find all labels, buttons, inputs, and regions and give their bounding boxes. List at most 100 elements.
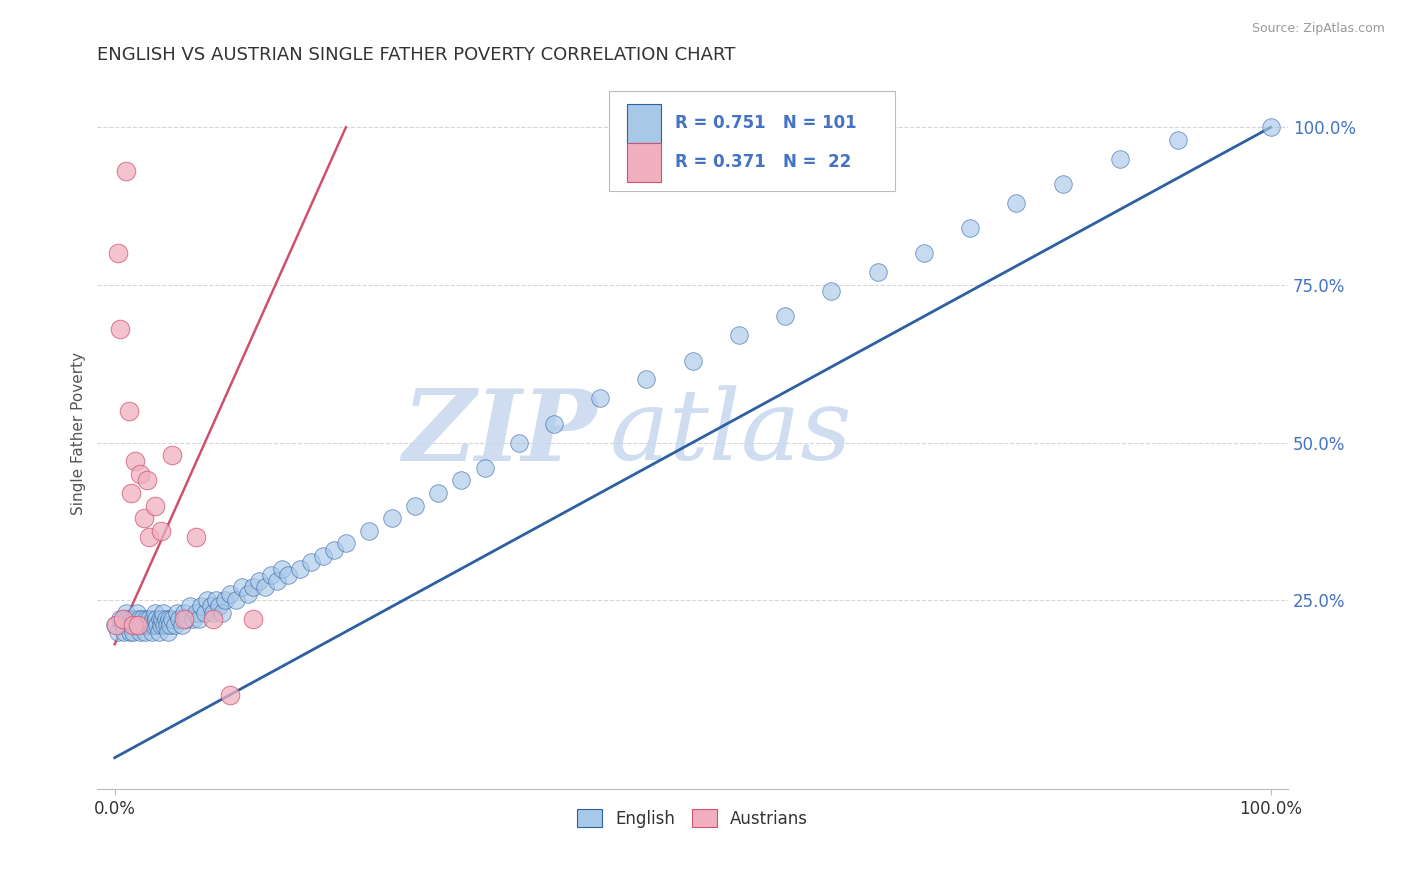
FancyBboxPatch shape [627, 143, 661, 182]
Text: R = 0.371   N =  22: R = 0.371 N = 22 [675, 153, 851, 171]
Point [124, 618, 146, 632]
Point [357, 524, 380, 538]
Point [104, 618, 127, 632]
Point [125, 606, 148, 620]
Point [1052, 177, 1074, 191]
Point [127, 618, 149, 632]
Point [152, 606, 174, 620]
Point [912, 246, 935, 260]
Point [236, 587, 259, 601]
Point [149, 524, 172, 538]
Point [142, 612, 165, 626]
Point [773, 310, 796, 324]
Point [107, 246, 129, 260]
Point [299, 555, 322, 569]
Point [129, 624, 152, 639]
Point [143, 499, 166, 513]
Point [201, 612, 224, 626]
Point [173, 612, 195, 626]
Point [132, 511, 155, 525]
Point [176, 612, 198, 626]
Point [118, 624, 141, 639]
Point [139, 618, 162, 632]
Point [190, 599, 212, 614]
Point [129, 618, 152, 632]
Point [169, 612, 191, 626]
Point [155, 612, 177, 626]
Point [153, 618, 176, 632]
Point [138, 530, 160, 544]
Point [636, 372, 658, 386]
Point [323, 542, 346, 557]
Point [143, 606, 166, 620]
Point [214, 593, 236, 607]
Point [682, 353, 704, 368]
Point [173, 606, 195, 620]
Point [150, 612, 173, 626]
Point [820, 284, 842, 298]
Point [163, 618, 186, 632]
Point [149, 612, 172, 626]
Point [156, 624, 179, 639]
Point [271, 561, 294, 575]
Point [728, 328, 751, 343]
Point [225, 593, 247, 607]
Text: Source: ZipAtlas.com: Source: ZipAtlas.com [1251, 22, 1385, 36]
Point [231, 581, 253, 595]
Point [335, 536, 357, 550]
Point [128, 612, 150, 626]
Point [166, 606, 188, 620]
Point [117, 612, 139, 626]
Point [404, 499, 426, 513]
Point [1167, 133, 1189, 147]
Point [124, 454, 146, 468]
Text: ZIP: ZIP [402, 384, 598, 482]
Point [589, 392, 612, 406]
Point [117, 404, 139, 418]
Point [450, 473, 472, 487]
Y-axis label: Single Father Poverty: Single Father Poverty [72, 351, 86, 515]
Point [474, 460, 496, 475]
Point [253, 581, 276, 595]
Point [427, 486, 450, 500]
Point [149, 618, 172, 632]
Point [110, 612, 132, 626]
Point [211, 606, 233, 620]
Point [219, 587, 242, 601]
Point [122, 624, 145, 639]
Point [145, 612, 167, 626]
Point [184, 530, 207, 544]
Point [136, 473, 159, 487]
Point [219, 688, 242, 702]
Point [162, 448, 184, 462]
Point [115, 164, 138, 178]
Point [162, 612, 184, 626]
Point [201, 606, 224, 620]
Point [1109, 152, 1132, 166]
Point [124, 612, 146, 626]
Point [111, 618, 134, 632]
Point [195, 593, 218, 607]
Point [381, 511, 404, 525]
Text: R = 0.751   N = 101: R = 0.751 N = 101 [675, 114, 856, 132]
Point [188, 612, 211, 626]
Point [266, 574, 288, 589]
Point [508, 435, 530, 450]
Point [208, 599, 231, 614]
Point [866, 265, 889, 279]
Point [200, 599, 222, 614]
Point [110, 322, 132, 336]
Point [277, 567, 299, 582]
Point [181, 612, 204, 626]
Point [132, 618, 155, 632]
Point [136, 618, 159, 632]
Point [120, 612, 142, 626]
Point [1260, 120, 1282, 135]
Point [138, 612, 160, 626]
Point [117, 618, 139, 632]
Point [143, 618, 166, 632]
Point [312, 549, 335, 563]
Point [157, 612, 180, 626]
Point [104, 618, 127, 632]
Point [115, 606, 138, 620]
